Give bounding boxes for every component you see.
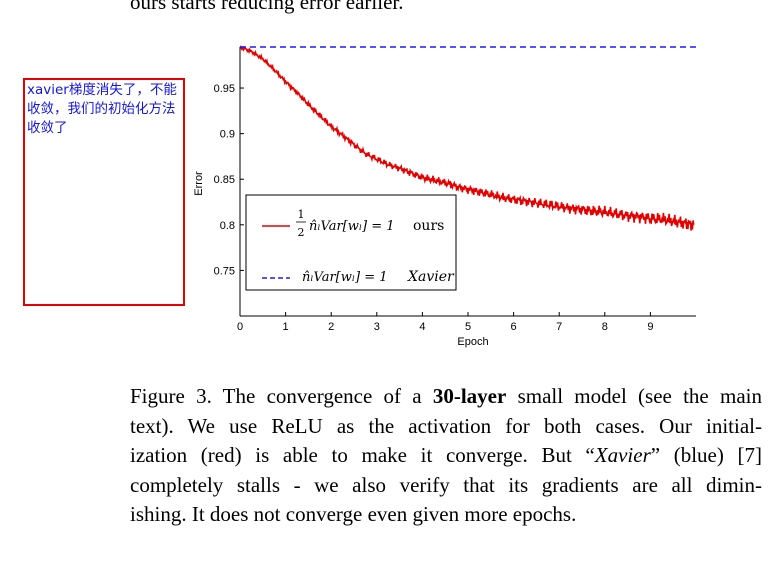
y-tick-label: 0.9	[220, 129, 235, 141]
x-tick-label: 4	[419, 321, 425, 333]
caption-line-2: text). We use ReLU as the activation for…	[130, 413, 762, 438]
y-tick-label: 0.8	[220, 220, 235, 232]
x-tick-label: 3	[374, 321, 380, 333]
x-tick-label: 0	[237, 321, 243, 333]
y-tick-label: 0.75	[214, 265, 235, 277]
figure-caption: Figure 3. The convergence of a 30-layer …	[130, 382, 762, 530]
caption-line-3: ization (red) is able to make it converg…	[130, 441, 762, 471]
chart-series	[239, 45, 696, 231]
x-tick-label: 7	[556, 321, 562, 333]
y-axis-label: Error	[193, 171, 205, 196]
legend-math-xavier: n̂ₗVar[wₗ] = 1	[302, 270, 388, 285]
caption-line1-rest: small model (see the main	[506, 384, 762, 408]
x-axis-label: Epoch	[457, 336, 488, 348]
chart-axes: 0 1 2 3 4 5 6 7 8 9 0.75 0.8 0.85 0.9 0.95 Epoch Error	[193, 47, 696, 348]
legend-math-ours: n̂ₗVar[wₗ] = 1	[309, 219, 395, 234]
annotation-box: xavier梯度消失了，不能收敛，我们的初始化方法收敛了	[23, 78, 185, 306]
caption-line-5: ishing. It does not converge even given …	[130, 502, 577, 526]
series-line-ours	[239, 45, 695, 231]
legend-label-xavier: Xavier	[407, 269, 455, 285]
chart-legend: 1 2 n̂ₗVar[wₗ] = 1 ours n̂ₗVar[wₗ] = 1 Xavier	[245, 194, 457, 291]
caption-line-1: Figure 3. The convergence of a 30-layer …	[130, 382, 762, 412]
x-tick-label: 8	[602, 321, 608, 333]
x-tick-label: 2	[328, 321, 334, 333]
legend-label-ours: ours	[413, 218, 444, 234]
legend-fraction-num: 1	[298, 208, 305, 221]
y-tick-label: 0.95	[214, 83, 235, 95]
legend-box	[245, 194, 457, 291]
x-tick-label: 6	[511, 321, 517, 333]
caption-line-4: completely stalls - we also verify that …	[130, 472, 762, 497]
caption-line3-a: ization (red) is able to make it converg…	[130, 443, 595, 467]
annotation-text: xavier梯度消失了，不能收敛，我们的初始化方法收敛了	[27, 82, 177, 136]
x-tick-label: 9	[647, 321, 653, 333]
caption-bold-30-layer: 30-layer	[432, 384, 507, 408]
x-tick-label: 5	[465, 321, 471, 333]
y-tick-label: 0.85	[214, 174, 235, 186]
preceding-text-line: ours starts reducing error earlier.	[130, 0, 404, 14]
caption-line3-b: ” (blue) [7]	[650, 443, 762, 467]
legend-fraction-den: 2	[298, 226, 305, 239]
x-tick-label: 1	[283, 321, 289, 333]
caption-figure-label: Figure 3. The convergence of a	[130, 384, 433, 408]
caption-xavier: Xavier	[594, 443, 651, 467]
